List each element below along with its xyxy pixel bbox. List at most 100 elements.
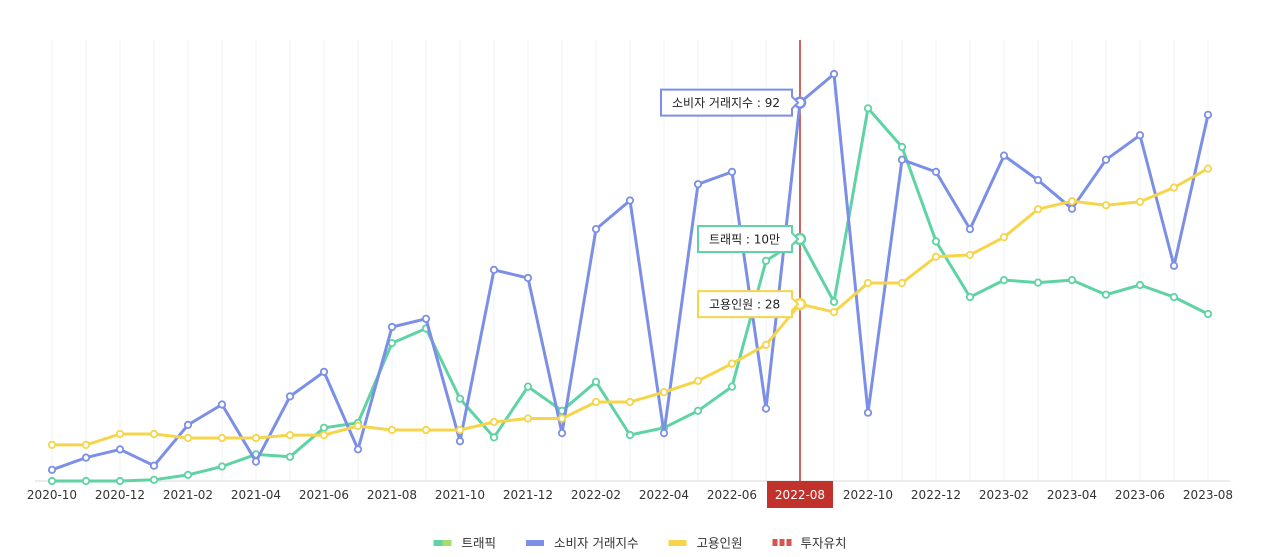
- data-point[interactable]: [489, 433, 499, 442]
- legend-item[interactable]: 소비자 거래지수: [526, 536, 639, 551]
- data-point[interactable]: [149, 429, 159, 439]
- data-point[interactable]: [421, 314, 431, 323]
- data-point[interactable]: [353, 445, 363, 454]
- data-point[interactable]: [591, 225, 601, 234]
- data-point[interactable]: [81, 476, 91, 486]
- data-point[interactable]: [1203, 164, 1213, 173]
- data-point[interactable]: [1067, 204, 1077, 213]
- data-point[interactable]: [659, 388, 669, 397]
- data-point[interactable]: [1101, 201, 1111, 210]
- data-point[interactable]: [965, 292, 975, 302]
- data-point[interactable]: [1101, 155, 1111, 164]
- data-point[interactable]: [999, 233, 1009, 242]
- data-point[interactable]: [183, 420, 193, 429]
- data-point[interactable]: [183, 470, 193, 479]
- data-point[interactable]: [591, 377, 601, 386]
- data-point[interactable]: [285, 430, 295, 440]
- data-point[interactable]: [47, 476, 57, 486]
- data-point[interactable]: [47, 465, 57, 474]
- data-point[interactable]: [149, 461, 159, 470]
- data-point[interactable]: [1067, 275, 1077, 285]
- data-point[interactable]: [523, 414, 533, 423]
- data-point[interactable]: [829, 307, 839, 317]
- data-point[interactable]: [251, 457, 261, 466]
- data-point[interactable]: [761, 256, 771, 265]
- data-point[interactable]: [387, 338, 397, 348]
- data-point[interactable]: [625, 397, 635, 407]
- data-point[interactable]: [591, 397, 601, 407]
- data-point[interactable]: [897, 155, 907, 164]
- data-point[interactable]: [931, 252, 941, 261]
- data-point[interactable]: [387, 425, 397, 435]
- data-point[interactable]: [1203, 309, 1213, 319]
- data-point[interactable]: [727, 359, 737, 368]
- legend[interactable]: 트래픽 소비자 거래지수 고용인원 투자유치: [433, 536, 847, 551]
- data-point[interactable]: [1135, 197, 1145, 206]
- data-point[interactable]: [693, 406, 703, 415]
- data-point[interactable]: [319, 423, 329, 432]
- data-point[interactable]: [863, 408, 873, 417]
- data-point[interactable]: [999, 151, 1009, 160]
- data-point[interactable]: [81, 453, 91, 462]
- data-point[interactable]: [659, 428, 669, 438]
- data-point[interactable]: [489, 417, 499, 427]
- data-point[interactable]: [829, 297, 839, 306]
- data-point[interactable]: [421, 425, 431, 435]
- data-point[interactable]: [1169, 183, 1179, 192]
- data-point[interactable]: [727, 382, 737, 391]
- data-point[interactable]: [1033, 176, 1043, 185]
- data-point[interactable]: [761, 404, 771, 413]
- data-point[interactable]: [523, 273, 533, 283]
- data-point[interactable]: [217, 400, 227, 409]
- data-point[interactable]: [1033, 278, 1043, 287]
- data-point[interactable]: [1101, 290, 1111, 299]
- data-point[interactable]: [897, 142, 907, 152]
- legend-items[interactable]: 트래픽 소비자 거래지수 고용인원 투자유치: [433, 536, 847, 551]
- data-point[interactable]: [81, 440, 91, 449]
- data-point[interactable]: [523, 382, 533, 391]
- data-point[interactable]: [1033, 205, 1043, 214]
- data-point[interactable]: [965, 250, 975, 259]
- data-point[interactable]: [931, 167, 941, 176]
- data-point[interactable]: [1067, 197, 1077, 206]
- legend-item[interactable]: 고용인원: [668, 536, 743, 551]
- data-point[interactable]: [965, 225, 975, 234]
- data-point[interactable]: [47, 440, 57, 449]
- data-point[interactable]: [319, 430, 329, 440]
- data-point[interactable]: [693, 180, 703, 189]
- data-point[interactable]: [829, 69, 839, 79]
- data-point[interactable]: [1169, 261, 1179, 270]
- data-point[interactable]: [387, 322, 397, 332]
- data-point[interactable]: [353, 421, 363, 431]
- data-point[interactable]: [251, 433, 261, 443]
- data-point[interactable]: [1203, 110, 1213, 119]
- data-point[interactable]: [863, 104, 873, 113]
- data-point[interactable]: [557, 414, 567, 423]
- data-point[interactable]: [625, 430, 635, 440]
- data-point[interactable]: [455, 394, 465, 403]
- data-point[interactable]: [625, 196, 635, 205]
- data-point[interactable]: [1135, 131, 1145, 140]
- data-point[interactable]: [761, 340, 771, 349]
- data-point[interactable]: [319, 367, 329, 376]
- data-point[interactable]: [1135, 280, 1145, 290]
- data-point[interactable]: [557, 428, 567, 438]
- data-point[interactable]: [455, 425, 465, 435]
- data-point[interactable]: [455, 437, 465, 446]
- data-point[interactable]: [285, 452, 295, 461]
- data-point[interactable]: [897, 278, 907, 288]
- data-point[interactable]: [863, 278, 873, 288]
- data-point[interactable]: [931, 237, 941, 246]
- data-point[interactable]: [999, 275, 1009, 285]
- legend-item[interactable]: 트래픽: [433, 536, 497, 551]
- data-point[interactable]: [693, 376, 703, 385]
- data-point[interactable]: [183, 433, 193, 443]
- data-point[interactable]: [115, 476, 125, 486]
- data-point[interactable]: [727, 167, 737, 176]
- data-point[interactable]: [285, 392, 295, 401]
- legend-item[interactable]: 투자유치: [772, 536, 847, 551]
- data-point[interactable]: [115, 429, 125, 439]
- data-point[interactable]: [217, 462, 227, 471]
- data-point[interactable]: [1169, 292, 1179, 302]
- data-point[interactable]: [217, 433, 227, 443]
